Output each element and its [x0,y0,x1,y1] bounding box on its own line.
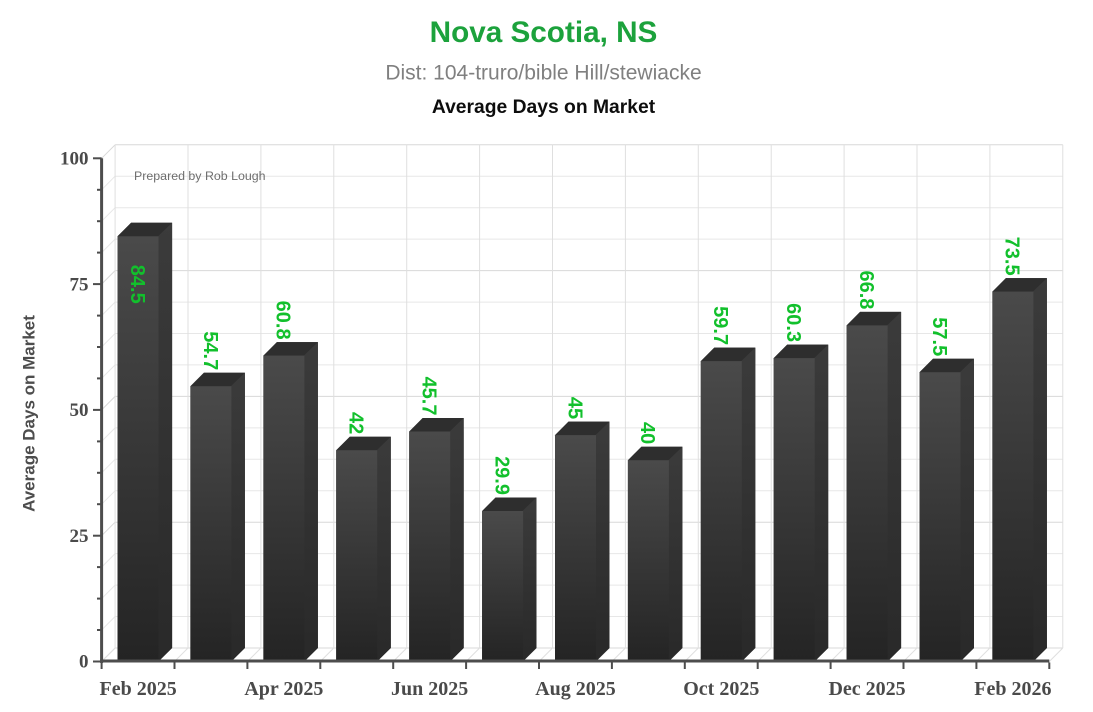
svg-text:75: 75 [70,274,89,295]
svg-text:Aug 2025: Aug 2025 [535,678,616,700]
svg-text:0: 0 [79,652,89,673]
svg-text:Average Days on Market: Average Days on Market [432,97,656,118]
svg-text:60.3: 60.3 [782,303,804,342]
svg-text:42: 42 [345,412,367,434]
svg-text:Feb 2025: Feb 2025 [99,678,176,700]
svg-text:60.8: 60.8 [272,301,294,340]
svg-text:Jun 2025: Jun 2025 [391,678,468,700]
svg-text:50: 50 [70,400,89,421]
svg-text:Nova Scotia, NS: Nova Scotia, NS [430,16,658,49]
svg-text:45: 45 [563,397,585,419]
svg-text:Apr 2025: Apr 2025 [244,678,323,700]
svg-text:57.5: 57.5 [928,317,950,356]
svg-text:Dist: 104-truro/bible Hill/ste: Dist: 104-truro/bible Hill/stewiacke [385,62,701,85]
svg-text:54.7: 54.7 [199,331,221,370]
svg-text:45.7: 45.7 [418,377,440,416]
svg-text:100: 100 [60,149,89,170]
svg-text:66.8: 66.8 [855,270,877,309]
svg-text:Prepared by Rob Lough: Prepared by Rob Lough [134,169,266,183]
svg-text:73.5: 73.5 [1001,237,1023,276]
svg-text:84.5: 84.5 [126,265,148,304]
svg-text:Dec 2025: Dec 2025 [828,678,905,700]
svg-text:Oct 2025: Oct 2025 [683,678,759,700]
svg-text:Average Days on Market: Average Days on Market [20,315,39,512]
svg-text:29.9: 29.9 [490,456,512,495]
svg-text:25: 25 [70,526,89,547]
svg-text:59.7: 59.7 [709,306,731,345]
svg-text:Feb 2026: Feb 2026 [974,678,1051,700]
svg-text:40: 40 [636,422,658,444]
